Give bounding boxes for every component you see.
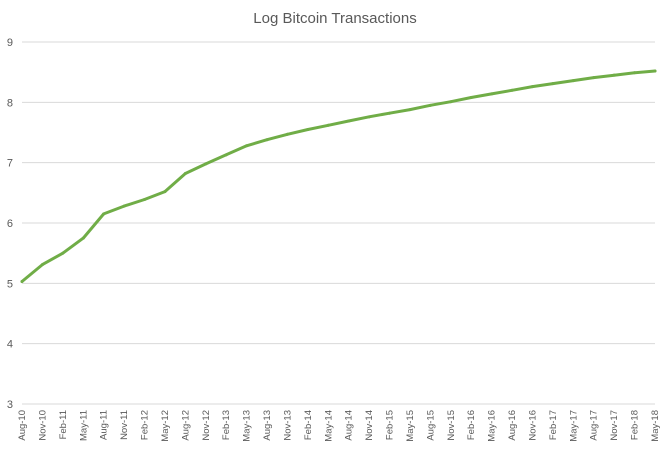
- data-point: [306, 127, 310, 131]
- x-tick-label: May-12: [160, 410, 171, 442]
- x-tick-label: May-13: [242, 410, 253, 442]
- data-point: [571, 79, 575, 83]
- gridlines: [22, 41, 655, 405]
- data-point: [510, 88, 514, 92]
- data-point: [653, 69, 657, 73]
- y-tick-label: 6: [7, 218, 13, 230]
- y-tick-label: 8: [7, 97, 13, 109]
- x-tick-label: May-16: [487, 410, 498, 442]
- x-tick-label: Nov-14: [364, 410, 375, 441]
- data-point: [408, 108, 412, 112]
- data-point: [428, 103, 432, 107]
- x-tick-label: May-18: [650, 410, 661, 442]
- x-tick-label: Aug-17: [589, 410, 600, 441]
- data-point: [204, 162, 208, 166]
- x-tick-label: Aug-15: [425, 410, 436, 441]
- data-point: [183, 172, 187, 176]
- data-point: [81, 236, 85, 240]
- data-point: [612, 73, 616, 77]
- x-tick-label: Nov-11: [119, 410, 130, 440]
- chart-title: Log Bitcoin Transactions: [253, 10, 416, 27]
- x-tick-label: Nov-10: [37, 410, 48, 441]
- x-tick-label: Aug-13: [262, 410, 273, 441]
- y-tick-label: 5: [7, 278, 13, 290]
- data-point: [530, 85, 534, 89]
- data-point: [449, 100, 453, 104]
- x-tick-label: May-15: [405, 410, 416, 442]
- x-tick-label: Aug-10: [17, 410, 28, 441]
- x-tick-label: Aug-11: [99, 410, 110, 440]
- series-layer: [20, 69, 657, 284]
- x-tick-label: Nov-15: [446, 410, 457, 441]
- data-point: [285, 132, 289, 136]
- x-tick-label: Nov-16: [527, 410, 538, 441]
- x-tick-label: Feb-15: [385, 410, 396, 440]
- x-tick-label: Nov-12: [201, 410, 212, 441]
- y-tick-label: 4: [7, 339, 13, 351]
- x-tick-label: Feb-13: [221, 410, 232, 440]
- x-tick-label: Feb-17: [548, 410, 559, 440]
- y-tick-label: 9: [7, 37, 13, 49]
- y-axis-tick-labels: 3 4 5 6 7 8 9: [7, 37, 13, 411]
- y-tick-label: 7: [7, 158, 13, 170]
- x-tick-label: Nov-13: [282, 410, 293, 441]
- data-point: [592, 76, 596, 80]
- x-tick-label: May-11: [78, 410, 89, 441]
- data-point: [265, 138, 269, 142]
- x-tick-label: May-17: [568, 410, 579, 442]
- data-point: [61, 251, 65, 255]
- data-point: [122, 204, 126, 208]
- y-tick-label: 3: [7, 399, 13, 411]
- data-point: [551, 82, 555, 86]
- x-tick-label: Feb-18: [630, 410, 641, 440]
- x-tick-label: Aug-12: [180, 410, 191, 441]
- data-point: [633, 71, 637, 75]
- data-point: [20, 280, 24, 284]
- data-point: [469, 96, 473, 100]
- x-tick-label: Feb-16: [466, 410, 477, 440]
- data-point: [163, 190, 167, 194]
- x-tick-label: Aug-14: [344, 410, 355, 441]
- data-point: [102, 212, 106, 216]
- x-tick-label: Feb-12: [140, 410, 151, 440]
- x-tick-label: Feb-14: [303, 410, 314, 440]
- data-point: [347, 119, 351, 123]
- series-line: [20, 69, 657, 283]
- x-tick-label: Aug-16: [507, 410, 518, 441]
- x-tick-label: Nov-17: [609, 410, 620, 441]
- data-point: [490, 92, 494, 96]
- data-point: [388, 111, 392, 115]
- data-point: [326, 123, 330, 127]
- data-point: [143, 197, 147, 201]
- data-point: [224, 153, 228, 157]
- x-tick-label: May-14: [323, 410, 334, 442]
- data-point: [40, 263, 44, 267]
- x-axis-tick-labels: Aug-10 Nov-10 Feb-11 May-11 Aug-11 Nov-11 Feb-…: [17, 410, 661, 442]
- x-tick-label: Feb-11: [58, 410, 69, 439]
- data-point: [367, 115, 371, 119]
- data-point: [245, 144, 249, 148]
